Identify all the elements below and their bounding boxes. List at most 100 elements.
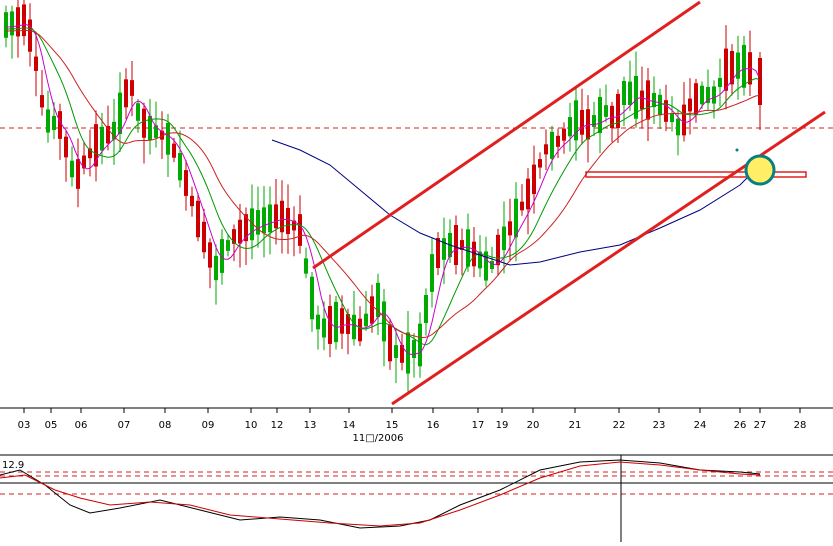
- candle-body: [334, 301, 338, 343]
- x-tick-label: 22: [613, 420, 626, 431]
- candle-body: [310, 276, 314, 320]
- candle-body: [208, 242, 212, 268]
- candle-body: [178, 152, 182, 181]
- candle-body: [280, 200, 284, 233]
- candle-body: [526, 178, 530, 210]
- candle-body: [160, 130, 164, 140]
- candle-body: [376, 282, 380, 318]
- candle-body: [190, 195, 194, 207]
- candle-body: [298, 214, 302, 246]
- support-box: [585, 171, 807, 178]
- highlight-dot: [735, 148, 739, 152]
- candle-body: [304, 258, 308, 274]
- candle-body: [586, 109, 590, 140]
- candle-body: [688, 98, 692, 112]
- candle-body: [664, 100, 668, 122]
- x-tick-label: 16: [427, 420, 440, 431]
- candle-body: [736, 52, 740, 79]
- x-tick-label: 24: [694, 420, 707, 431]
- candle-body: [700, 85, 704, 105]
- candle-body: [544, 144, 548, 155]
- x-tick-label: 13: [304, 420, 317, 431]
- x-tick-label: 21: [569, 420, 582, 431]
- candle-body: [250, 208, 254, 241]
- candle-body: [568, 117, 572, 137]
- x-tick-label: 08: [159, 420, 172, 431]
- candle-body: [16, 7, 20, 37]
- candle-body: [724, 48, 728, 91]
- candle-body: [520, 201, 524, 211]
- candle-body: [232, 229, 236, 244]
- x-tick-label: 15: [386, 420, 399, 431]
- candle-body: [142, 108, 146, 138]
- x-tick-label: 03: [18, 420, 31, 431]
- candle-body: [136, 103, 140, 121]
- candle-body: [124, 79, 128, 108]
- moving-average-slow: [6, 29, 760, 339]
- candle-body: [682, 104, 686, 136]
- candle-body: [292, 220, 296, 231]
- x-tick-label: 05: [45, 420, 58, 431]
- candle-body: [616, 93, 620, 129]
- candle-body: [514, 198, 518, 238]
- oscillator-series-red: [0, 461, 761, 527]
- candle-body: [88, 148, 92, 159]
- oscillator-series-black: [0, 459, 761, 529]
- candle-body: [706, 86, 710, 104]
- candle-body: [496, 234, 500, 266]
- x-tick-label: 07: [118, 420, 131, 431]
- candle-body: [82, 155, 86, 169]
- upper-channel-line: [312, 0, 701, 270]
- candle-body: [64, 136, 68, 158]
- candle-body: [508, 221, 512, 236]
- candle-body: [562, 128, 566, 141]
- x-tick-label: 10: [245, 420, 258, 431]
- candle-body: [184, 170, 188, 196]
- candle-body: [580, 109, 584, 135]
- candle-body: [268, 204, 272, 233]
- candle-body: [592, 115, 596, 127]
- candle-body: [538, 159, 542, 168]
- candle-body: [196, 200, 200, 238]
- candle-body: [154, 125, 158, 138]
- candle-body: [550, 131, 554, 159]
- x-tick-label: 23: [653, 420, 666, 431]
- candle-body: [652, 92, 656, 108]
- candle-body: [436, 238, 440, 268]
- x-tick-label: 06: [75, 420, 88, 431]
- candle-body: [400, 344, 404, 363]
- candle-body: [712, 86, 716, 104]
- highlight-circle: [744, 154, 776, 186]
- candle-body: [670, 113, 674, 123]
- candle-body: [532, 164, 536, 195]
- x-tick-label: 28: [794, 420, 807, 431]
- candle-body: [202, 221, 206, 253]
- candle-body: [226, 240, 230, 251]
- candle-body: [112, 121, 116, 140]
- candle-body: [460, 240, 464, 250]
- candle-body: [694, 83, 698, 115]
- candle-body: [316, 314, 320, 330]
- candle-body: [640, 90, 644, 110]
- candle-body: [58, 111, 62, 139]
- candle-body: [172, 143, 176, 158]
- candle-body: [358, 318, 362, 342]
- candle-body: [388, 324, 392, 362]
- candle-body: [352, 314, 356, 340]
- candle-body: [622, 81, 626, 105]
- candle-body: [340, 308, 344, 334]
- candle-body: [454, 225, 458, 265]
- candle-body: [412, 340, 416, 358]
- x-axis: 03 05 06 07 08 09 10 12 13 14 15 16 17 19 20 21 22 23 24 26…: [0, 407, 833, 431]
- candle-body: [424, 294, 428, 324]
- candle-body: [472, 241, 476, 267]
- candle-body: [22, 4, 26, 37]
- candle-body: [148, 115, 152, 141]
- candle-body: [76, 159, 80, 189]
- candle-body: [442, 238, 446, 260]
- candle-body: [484, 251, 488, 281]
- candle-body: [346, 314, 350, 334]
- candle-body: [10, 11, 14, 36]
- candle-body: [370, 296, 374, 324]
